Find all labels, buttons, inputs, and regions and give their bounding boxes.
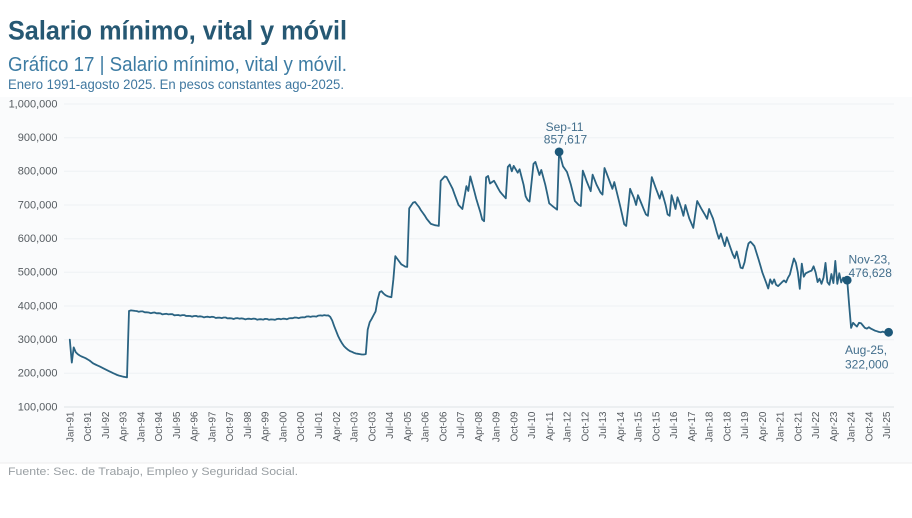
svg-text:Jan-09: Jan-09 — [492, 411, 503, 442]
svg-text:Jul-98: Jul-98 — [243, 411, 254, 439]
svg-text:Gráfico 17 | Salario mínimo, v: Gráfico 17 | Salario mínimo, vital y móv… — [8, 54, 347, 76]
svg-text:Apr-99: Apr-99 — [261, 411, 272, 441]
svg-text:Jul-22: Jul-22 — [811, 411, 822, 439]
svg-text:Jan-94: Jan-94 — [136, 411, 147, 442]
svg-text:Jan-00: Jan-00 — [279, 411, 290, 442]
svg-text:Jul-25: Jul-25 — [882, 411, 893, 439]
svg-text:Apr-23: Apr-23 — [829, 411, 840, 441]
svg-text:Oct-15: Oct-15 — [651, 411, 662, 441]
svg-text:Aug-25,: Aug-25, — [845, 343, 887, 357]
svg-text:476,628: 476,628 — [849, 266, 893, 280]
svg-text:Nov-23,: Nov-23, — [849, 253, 891, 267]
svg-text:400,000: 400,000 — [18, 300, 58, 312]
svg-text:322,000: 322,000 — [845, 358, 889, 372]
svg-text:Oct-24: Oct-24 — [865, 411, 876, 441]
svg-text:Apr-20: Apr-20 — [758, 411, 769, 441]
svg-text:Apr-05: Apr-05 — [403, 411, 414, 441]
svg-text:Jul-10: Jul-10 — [527, 411, 538, 439]
svg-text:Jul-16: Jul-16 — [669, 411, 680, 439]
svg-text:Oct-12: Oct-12 — [580, 411, 591, 441]
svg-text:200,000: 200,000 — [18, 368, 58, 380]
svg-text:Apr-93: Apr-93 — [119, 411, 130, 441]
svg-text:Salario mínimo, vital y móvil: Salario mínimo, vital y móvil — [8, 16, 347, 46]
svg-text:Apr-02: Apr-02 — [332, 411, 343, 441]
svg-text:Sep-11: Sep-11 — [546, 120, 584, 134]
svg-text:Oct-94: Oct-94 — [154, 411, 165, 441]
svg-text:Jan-97: Jan-97 — [208, 411, 219, 442]
svg-text:Oct-97: Oct-97 — [225, 411, 236, 441]
svg-text:Apr-14: Apr-14 — [616, 411, 627, 441]
svg-text:Enero 1991-agosto 2025. En pes: Enero 1991-agosto 2025. En pesos constan… — [8, 77, 344, 92]
svg-text:700,000: 700,000 — [18, 199, 58, 211]
svg-text:Apr-96: Apr-96 — [190, 411, 201, 441]
svg-text:Fuente: Sec. de Trabajo, Emple: Fuente: Sec. de Trabajo, Empleo y Seguri… — [8, 466, 298, 478]
svg-text:900,000: 900,000 — [18, 132, 58, 144]
svg-text:Apr-08: Apr-08 — [474, 411, 485, 441]
svg-text:Oct-21: Oct-21 — [793, 411, 804, 441]
svg-text:Jan-03: Jan-03 — [350, 411, 361, 442]
svg-text:857,617: 857,617 — [544, 133, 588, 147]
svg-text:Jul-19: Jul-19 — [740, 411, 751, 439]
svg-text:800,000: 800,000 — [18, 166, 58, 178]
svg-text:Oct-06: Oct-06 — [438, 411, 449, 441]
svg-text:Oct-00: Oct-00 — [296, 411, 307, 441]
svg-text:Jul-01: Jul-01 — [314, 411, 325, 439]
svg-text:Apr-17: Apr-17 — [687, 411, 698, 441]
svg-text:600,000: 600,000 — [18, 233, 58, 245]
svg-text:Jul-04: Jul-04 — [385, 411, 396, 439]
svg-text:Jul-07: Jul-07 — [456, 411, 467, 439]
svg-text:Jan-21: Jan-21 — [776, 411, 787, 442]
svg-text:Apr-11: Apr-11 — [545, 411, 556, 441]
svg-text:Jan-91: Jan-91 — [65, 411, 76, 442]
svg-text:Oct-03: Oct-03 — [367, 411, 378, 441]
svg-text:Jan-15: Jan-15 — [634, 411, 645, 442]
svg-text:Jan-12: Jan-12 — [563, 411, 574, 442]
svg-text:Jul-95: Jul-95 — [172, 411, 183, 439]
svg-text:Jul-13: Jul-13 — [598, 411, 609, 439]
svg-text:Jan-24: Jan-24 — [847, 411, 858, 442]
svg-text:Jan-18: Jan-18 — [705, 411, 716, 442]
svg-text:300,000: 300,000 — [18, 334, 58, 346]
svg-text:Oct-18: Oct-18 — [722, 411, 733, 441]
svg-text:500,000: 500,000 — [18, 267, 58, 279]
svg-text:Oct-09: Oct-09 — [509, 411, 520, 441]
svg-text:100,000: 100,000 — [18, 401, 58, 413]
svg-text:1,000,000: 1,000,000 — [9, 98, 58, 110]
svg-text:Jul-92: Jul-92 — [101, 411, 112, 439]
svg-text:Oct-91: Oct-91 — [83, 411, 94, 441]
svg-text:Jan-06: Jan-06 — [421, 411, 432, 442]
